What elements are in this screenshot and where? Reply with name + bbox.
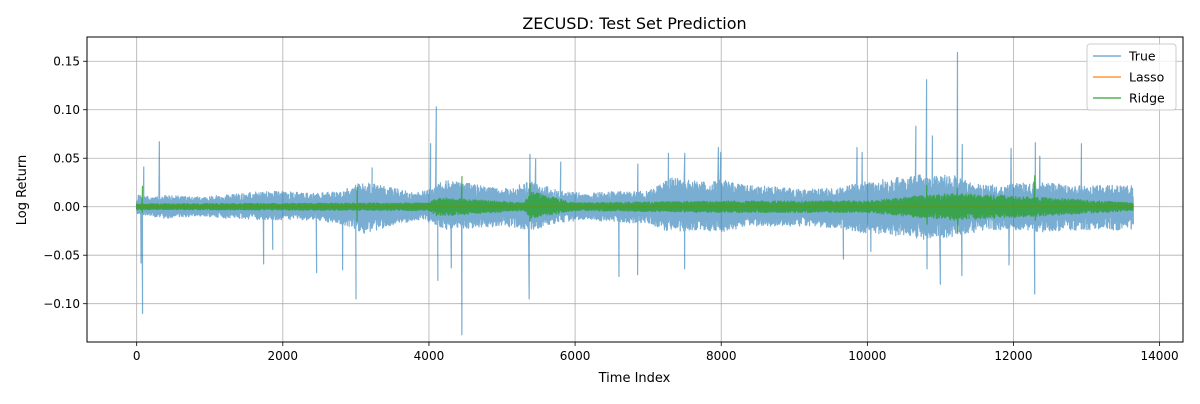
y-tick-label: 0.00: [53, 200, 80, 214]
y-tick-label: −0.05: [43, 249, 80, 263]
x-tick-label: 0: [133, 349, 141, 363]
x-tick-label: 6000: [560, 349, 591, 363]
legend: True Lasso Ridge: [1086, 43, 1177, 111]
legend-box: [1086, 43, 1177, 111]
x-tick-label: 14000: [1141, 349, 1179, 363]
x-tick-label: 12000: [994, 349, 1032, 363]
x-tick-label: 2000: [268, 349, 299, 363]
series-ridge-line: [135, 175, 1134, 233]
series-true-line: [136, 51, 1134, 336]
legend-label-ridge: Ridge: [1129, 91, 1165, 106]
x-axis-label: Time Index: [598, 371, 671, 386]
plot-area: [135, 51, 1134, 336]
y-tick-label: 0.10: [53, 103, 80, 117]
x-tick-label: 4000: [414, 349, 445, 363]
y-axis-label: Log Return: [15, 155, 30, 226]
x-tick-label: 8000: [706, 349, 737, 363]
x-tick-label: 10000: [848, 349, 886, 363]
chart-title: ZECUSD: Test Set Prediction: [522, 14, 746, 33]
plot-frame: [86, 36, 1184, 343]
axis-ticks: 0 2000 4000 6000 8000 10000 12000 14000 −0.10 −0.…: [43, 55, 1178, 363]
legend-label-lasso: Lasso: [1129, 70, 1164, 85]
y-tick-label: 0.15: [53, 55, 80, 69]
y-tick-label: −0.10: [43, 297, 80, 311]
legend-label-true: True: [1128, 49, 1156, 64]
y-tick-label: 0.05: [53, 152, 80, 166]
